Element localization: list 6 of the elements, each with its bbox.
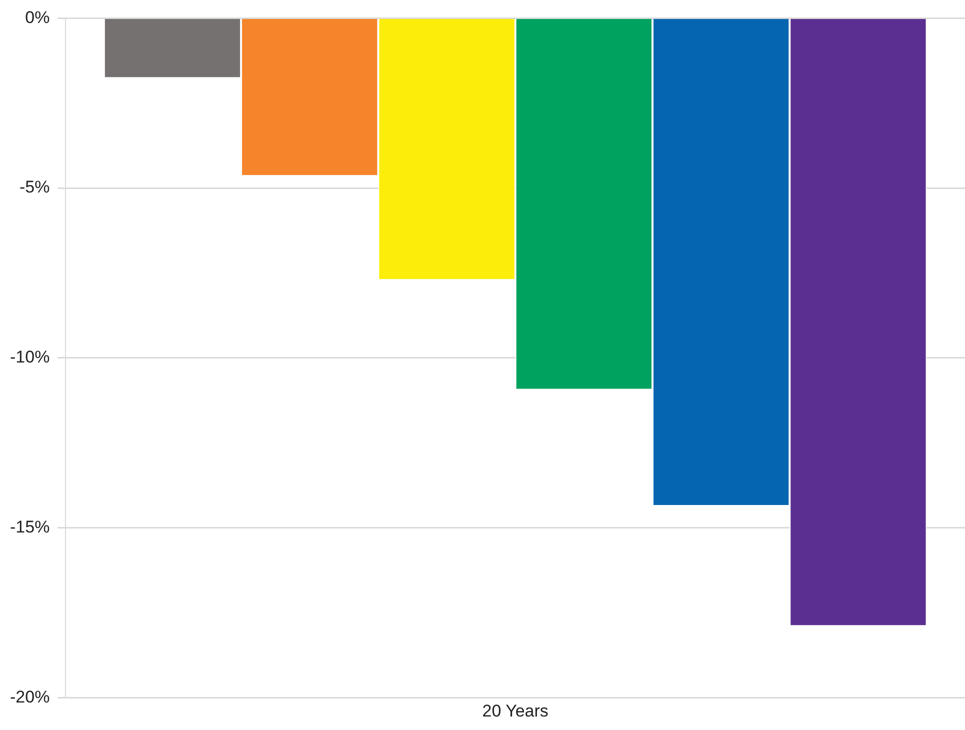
y-tick-label: -10%	[10, 348, 50, 367]
y-tick-label: -15%	[10, 517, 50, 536]
y-tick-label: 0%	[25, 8, 50, 27]
x-tick-label: 20 Years	[482, 701, 548, 720]
y-tick-label: -20%	[10, 687, 50, 706]
y-tick-label: -5%	[19, 178, 50, 197]
